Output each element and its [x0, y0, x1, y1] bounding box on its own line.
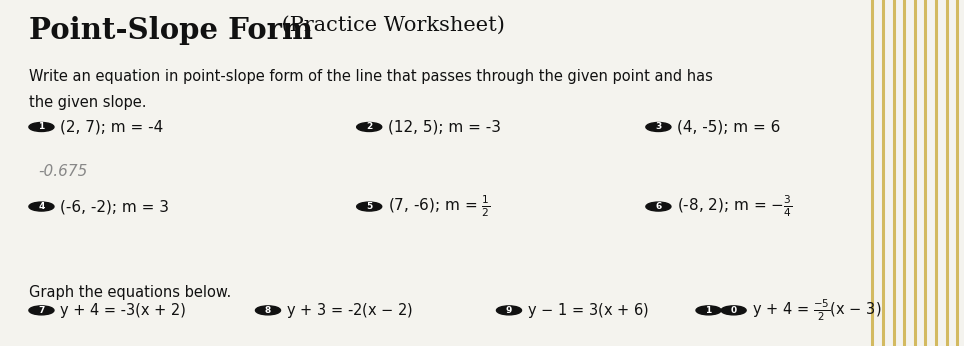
Text: Point-Slope Form: Point-Slope Form [29, 16, 312, 45]
Text: y + 3 = -2(x $-$ 2): y + 3 = -2(x $-$ 2) [286, 301, 414, 320]
Text: 1: 1 [39, 122, 44, 131]
Circle shape [357, 202, 382, 211]
Circle shape [646, 202, 671, 211]
Text: 5: 5 [366, 202, 372, 211]
Text: 9: 9 [506, 306, 512, 315]
Circle shape [646, 122, 671, 131]
Circle shape [29, 306, 54, 315]
Text: the given slope.: the given slope. [29, 95, 147, 110]
Text: (7, -6); m = $\frac{1}{2}$: (7, -6); m = $\frac{1}{2}$ [388, 194, 490, 219]
Text: 1: 1 [706, 306, 711, 315]
Circle shape [721, 306, 746, 315]
Text: 8: 8 [265, 306, 271, 315]
Text: (-6, -2); m = 3: (-6, -2); m = 3 [60, 199, 169, 214]
Circle shape [29, 122, 54, 131]
Text: (12, 5); m = -3: (12, 5); m = -3 [388, 119, 500, 135]
Text: y $-$ 1 = 3(x + 6): y $-$ 1 = 3(x + 6) [527, 301, 650, 320]
Circle shape [496, 306, 522, 315]
Text: 4: 4 [39, 202, 44, 211]
Text: 7: 7 [39, 306, 44, 315]
Text: y + 4 = -3(x + 2): y + 4 = -3(x + 2) [60, 303, 186, 318]
Text: 2: 2 [366, 122, 372, 131]
Circle shape [255, 306, 281, 315]
Circle shape [357, 122, 382, 131]
Text: 6: 6 [656, 202, 661, 211]
Text: Graph the equations below.: Graph the equations below. [29, 285, 231, 300]
Text: (4, -5); m = 6: (4, -5); m = 6 [677, 119, 780, 135]
Text: Write an equation in point-slope form of the line that passes through the given : Write an equation in point-slope form of… [29, 69, 712, 84]
Text: 0: 0 [731, 306, 736, 315]
Text: y + 4 = $\frac{-5}{2}$(x $-$ 3): y + 4 = $\frac{-5}{2}$(x $-$ 3) [752, 298, 881, 323]
Circle shape [29, 202, 54, 211]
Text: -0.675: -0.675 [39, 164, 88, 179]
Circle shape [696, 306, 721, 315]
Text: (2, 7); m = -4: (2, 7); m = -4 [60, 119, 163, 135]
Text: (Practice Worksheet): (Practice Worksheet) [275, 16, 504, 35]
Text: (-8, 2); m = $-\frac{3}{4}$: (-8, 2); m = $-\frac{3}{4}$ [677, 194, 792, 219]
Text: 3: 3 [656, 122, 661, 131]
